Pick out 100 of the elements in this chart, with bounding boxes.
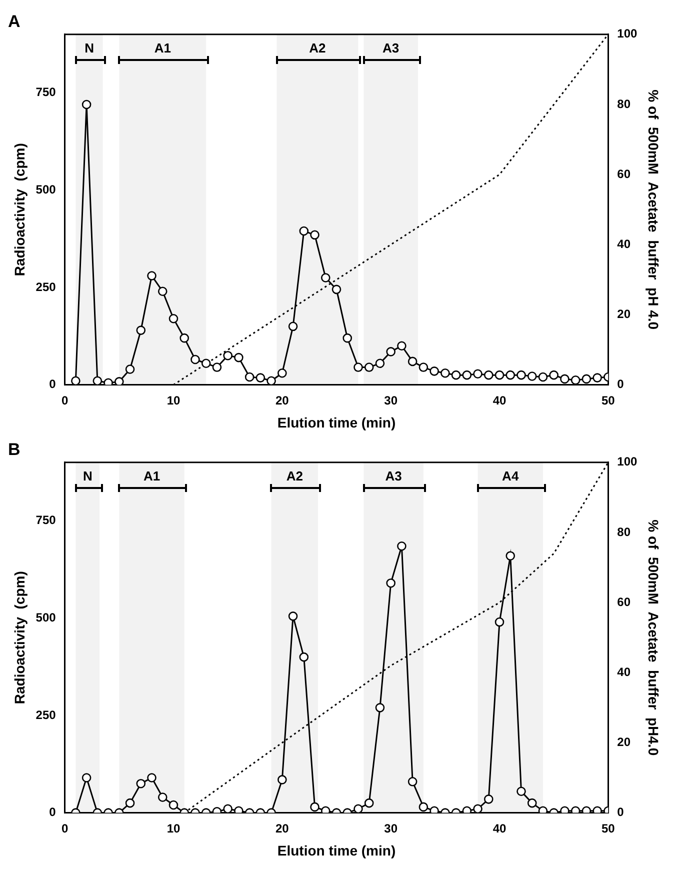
y2-tick-label: 100 — [617, 454, 638, 469]
y-tick-label: 250 — [36, 280, 56, 294]
point — [288, 322, 298, 332]
y2-tick-label: 0 — [617, 805, 624, 820]
point — [375, 358, 385, 368]
point — [364, 798, 374, 808]
point — [256, 373, 266, 382]
point — [147, 271, 156, 280]
point — [386, 347, 396, 356]
point — [570, 806, 580, 813]
point — [397, 541, 406, 551]
band-label: A3 — [382, 40, 400, 56]
band-label: A4 — [502, 468, 520, 484]
point — [310, 802, 320, 812]
point — [506, 551, 516, 560]
point — [320, 806, 330, 813]
point — [462, 370, 472, 380]
y2-tick-label: 20 — [617, 735, 631, 750]
y2-tick-label: 0 — [617, 377, 624, 392]
x-tick-label: 30 — [384, 821, 398, 836]
point — [82, 773, 92, 782]
point — [354, 362, 363, 372]
band-label: A2 — [286, 468, 303, 484]
x-tick-label: 0 — [61, 393, 68, 408]
x-tick-label: 40 — [492, 821, 506, 836]
point — [82, 100, 92, 110]
x-axis-title: Elution time (min) — [277, 414, 396, 430]
y2-tick-label: 60 — [617, 594, 631, 609]
point — [364, 362, 374, 372]
chart-title: B — [8, 440, 20, 459]
point — [386, 578, 396, 588]
point — [375, 703, 385, 712]
band-label: A3 — [385, 468, 402, 484]
point — [408, 777, 418, 786]
y-tick-label: 500 — [36, 182, 56, 196]
point — [104, 378, 113, 385]
x-tick-label: 50 — [602, 393, 616, 408]
x-tick-label: 20 — [275, 393, 290, 408]
point — [310, 230, 320, 240]
x-tick-label: 20 — [275, 821, 290, 836]
point — [92, 376, 102, 385]
point — [516, 370, 526, 380]
y-tick-label: 500 — [36, 610, 56, 624]
point — [397, 341, 406, 351]
point — [538, 806, 548, 813]
point — [354, 804, 363, 813]
point — [506, 370, 516, 380]
point — [299, 226, 309, 236]
point — [125, 798, 135, 808]
point — [484, 370, 494, 380]
y-tick-label: 0 — [49, 377, 56, 392]
y2-tick-label: 40 — [617, 664, 631, 679]
point — [570, 375, 580, 385]
x-tick-label: 40 — [492, 393, 506, 408]
point — [430, 806, 439, 813]
y-axis-title: Radioactivity (cpm) — [11, 143, 28, 276]
point — [342, 333, 352, 343]
y2-tick-label: 20 — [617, 307, 631, 322]
point — [516, 786, 526, 796]
point — [212, 362, 222, 372]
band-label: A1 — [143, 468, 160, 484]
point — [582, 374, 592, 384]
point — [147, 773, 156, 782]
point — [136, 778, 146, 788]
x-tick-label: 10 — [166, 393, 180, 408]
point — [418, 802, 428, 812]
point — [190, 354, 200, 364]
point — [223, 350, 232, 360]
y-axis-title: Radioactivity (cpm) — [11, 571, 28, 704]
point — [592, 373, 602, 382]
point — [158, 792, 168, 802]
point — [168, 800, 178, 810]
band-label: N — [84, 40, 94, 56]
chart-title: A — [8, 12, 20, 31]
y2-tick-label: 100 — [617, 26, 638, 41]
point — [430, 366, 439, 376]
point — [266, 376, 276, 385]
point — [473, 369, 482, 379]
point — [484, 794, 494, 804]
y-tick-label: 0 — [49, 805, 56, 820]
point — [278, 775, 287, 784]
y2-tick-label: 80 — [617, 524, 631, 539]
point — [592, 806, 602, 813]
band-label: A1 — [154, 40, 171, 56]
x-tick-label: 50 — [602, 821, 616, 836]
y2-axis-title: % of 500mM Acetate buffer pH4.0 — [646, 520, 662, 756]
y-tick-label: 750 — [36, 513, 56, 528]
point — [158, 286, 168, 296]
band-label: N — [82, 468, 92, 484]
point — [168, 314, 178, 324]
point — [234, 352, 244, 362]
point — [234, 806, 244, 813]
point — [462, 806, 472, 813]
point — [244, 372, 254, 382]
y2-tick-label: 40 — [617, 236, 631, 251]
point — [560, 806, 570, 813]
point — [223, 804, 232, 813]
point — [332, 284, 342, 294]
y-tick-label: 250 — [36, 708, 56, 722]
x-tick-label: 0 — [61, 821, 68, 836]
